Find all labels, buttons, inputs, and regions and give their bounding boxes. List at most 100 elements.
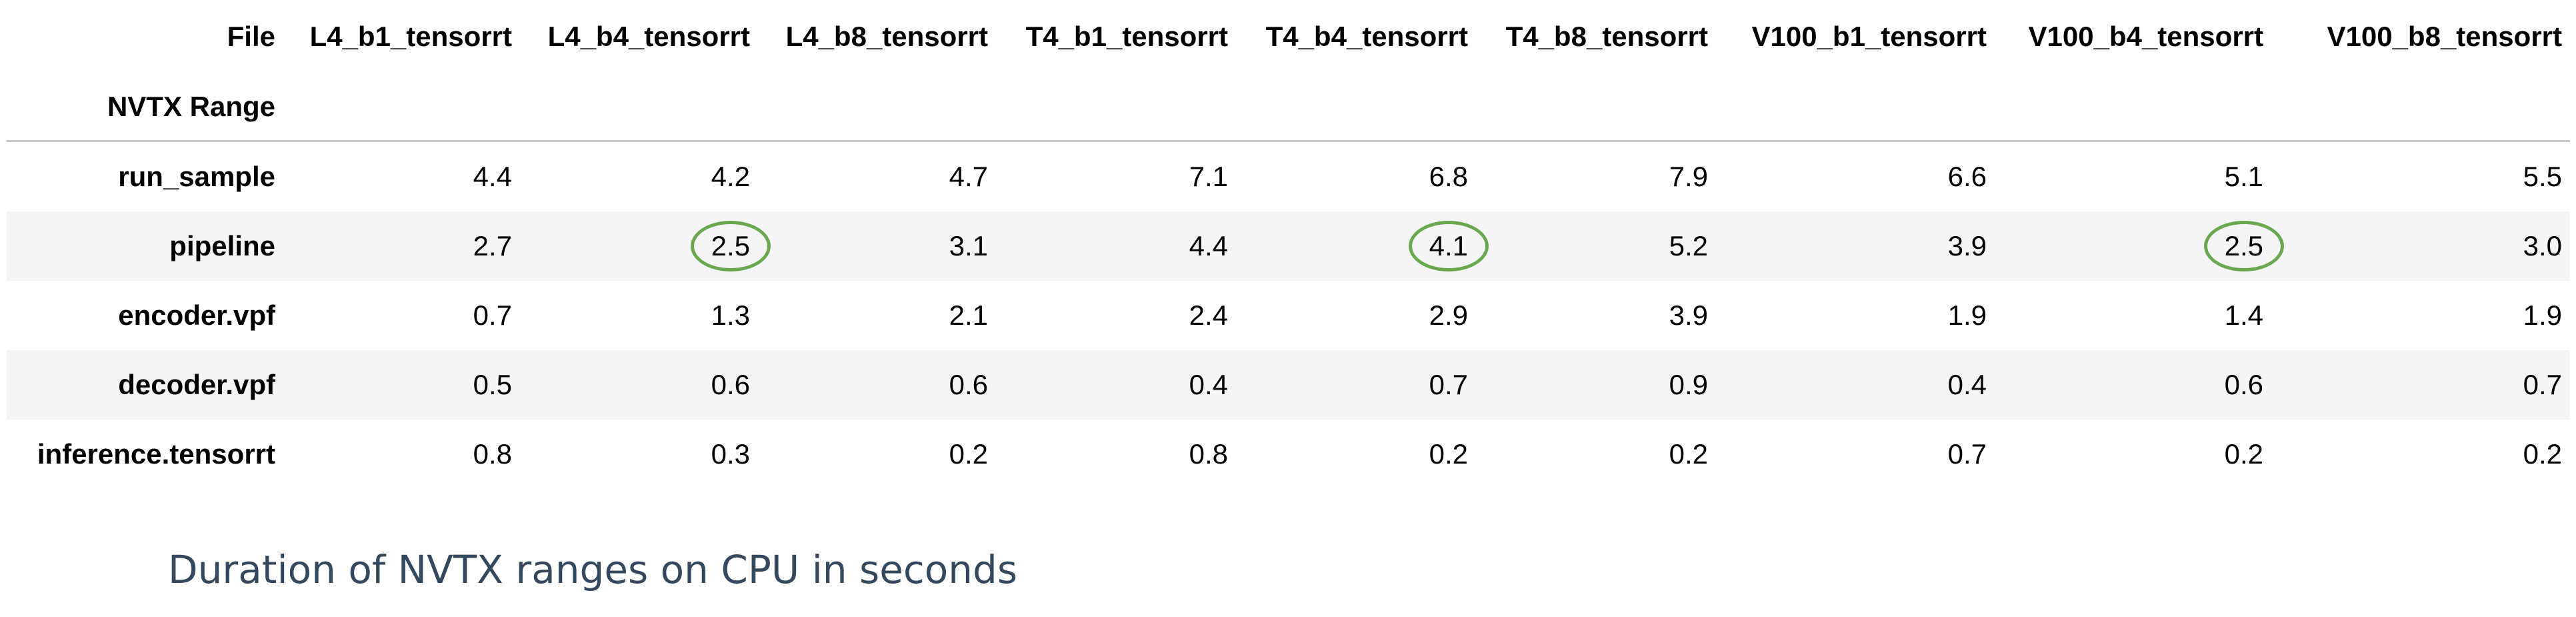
table-cell: 4.4: [283, 141, 520, 212]
table-cell: 5.5: [2271, 141, 2570, 212]
table-cell: 4.4: [996, 211, 1236, 281]
column-header-t4-b8-tensorrt: T4_b8_tensorrt: [1505, 21, 1708, 52]
table-cell: 0.2: [1476, 420, 1716, 489]
table-cell: 0.5: [283, 350, 520, 420]
cell-value: 4.7: [949, 161, 988, 192]
cell-value: 2.1: [949, 299, 988, 331]
cell-value: 1.3: [711, 299, 750, 331]
table-cell: 3.1: [758, 211, 996, 281]
table-cell: 2.7: [283, 211, 520, 281]
column-header-l4-b1-tensorrt: L4_b1_tensorrt: [309, 21, 512, 52]
cell-value: 2.7: [473, 230, 512, 261]
column-header-t4-b1-tensorrt: T4_b1_tensorrt: [1025, 21, 1228, 52]
cell-value: 0.4: [1189, 369, 1228, 400]
table-cell: 2.4: [996, 281, 1236, 350]
cell-value: 2.5: [690, 221, 771, 271]
cell-value: 0.2: [2224, 438, 2263, 470]
cell-value: 0.6: [711, 369, 750, 400]
cell-value: 0.8: [1189, 438, 1228, 470]
cell-value: 5.2: [1669, 230, 1708, 261]
table-cell: 0.8: [283, 420, 520, 489]
cell-value: 7.9: [1669, 161, 1708, 192]
table-cell: 0.6: [520, 350, 758, 420]
cell-value: 0.8: [473, 438, 512, 470]
table-cell: 0.2: [1236, 420, 1476, 489]
table-cell: 0.2: [2271, 420, 2570, 489]
table-head: File L4_b1_tensorrt L4_b4_tensorrt L4_b8_t…: [7, 0, 2570, 142]
table-row: pipeline 2.7 2.5 3.1 4.4 4.1 5.2 3.9 2.5 3.0: [7, 211, 2570, 281]
table-body: run_sample 4.4 4.2 4.7 7.1 6.8 7.9 6.6 5.1 5.5 pip…: [7, 141, 2570, 490]
table-cell: 1.9: [1716, 281, 1995, 350]
cell-value: 6.8: [1429, 161, 1468, 192]
cell-value: 3.0: [2523, 230, 2562, 261]
column-header-v100-b8-tensorrt: V100_b8_tensorrt: [2327, 21, 2562, 52]
cell-value: 0.2: [1669, 438, 1708, 470]
table-cell: 3.9: [1476, 281, 1716, 350]
table-cell: 0.7: [283, 281, 520, 350]
row-label: run_sample: [118, 161, 275, 192]
cell-value: 6.6: [1947, 161, 1987, 192]
table-cell: 0.8: [996, 420, 1236, 489]
table-cell: 6.6: [1716, 141, 1995, 212]
cell-value: 0.9: [1669, 369, 1708, 400]
index-name-row: NVTX Range: [7, 73, 2570, 142]
cell-value: 0.7: [473, 299, 512, 331]
table-cell: 6.8: [1236, 141, 1476, 212]
table-row: run_sample 4.4 4.2 4.7 7.1 6.8 7.9 6.6 5.1 5.5: [7, 141, 2570, 212]
cell-value: 0.6: [949, 369, 988, 400]
table-cell: 5.1: [1995, 141, 2271, 212]
row-label: inference.tensorrt: [37, 438, 275, 470]
cell-value: 0.6: [2224, 369, 2263, 400]
table-cell: 7.9: [1476, 141, 1716, 212]
index-row-spacer: [996, 73, 1236, 142]
cell-value: 7.1: [1189, 161, 1228, 192]
table-cell: 0.6: [758, 350, 996, 420]
table-cell: 0.2: [1995, 420, 2271, 489]
cell-value: 4.1: [1408, 221, 1489, 271]
table-cell: 2.9: [1236, 281, 1476, 350]
row-label: decoder.vpf: [118, 369, 275, 400]
cell-value: 3.9: [1669, 299, 1708, 331]
index-row-spacer: [1716, 73, 1995, 142]
table-cell: 2.5: [1995, 211, 2284, 281]
column-header-t4-b4-tensorrt: T4_b4_tensorrt: [1265, 21, 1468, 52]
table-cell: 0.2: [758, 420, 996, 489]
cell-value: 5.1: [2224, 161, 2263, 192]
table-cell: 4.1: [1236, 211, 1489, 281]
column-header-v100-b4-tensorrt: V100_b4_tensorrt: [2028, 21, 2263, 52]
cell-value: 4.2: [711, 161, 750, 192]
table-cell: 0.9: [1476, 350, 1716, 420]
cell-value: 3.1: [949, 230, 988, 261]
table-cell: 2.1: [758, 281, 996, 350]
table-row: inference.tensorrt 0.8 0.3 0.2 0.8 0.2 0.2 0.7 0…: [7, 420, 2570, 489]
cell-value: 0.2: [2523, 438, 2562, 470]
index-row-spacer: [283, 73, 520, 142]
table-cell: 3.9: [1716, 211, 1995, 281]
cell-value: 0.2: [1429, 438, 1468, 470]
cell-value: 0.4: [1947, 369, 1987, 400]
table-cell: 0.6: [1995, 350, 2271, 420]
index-row-spacer: [1995, 73, 2271, 142]
table-row: decoder.vpf 0.5 0.6 0.6 0.4 0.7 0.9 0.4 0.6 0.7: [7, 350, 2570, 420]
cell-value: 1.4: [2224, 299, 2263, 331]
cell-value: 0.5: [473, 369, 512, 400]
table-cell: 1.9: [2271, 281, 2570, 350]
column-header-l4-b8-tensorrt: L4_b8_tensorrt: [785, 21, 988, 52]
cell-value: 1.9: [2523, 299, 2562, 331]
cell-value: 0.2: [949, 438, 988, 470]
table-cell: 1.4: [1995, 281, 2271, 350]
table-cell: 0.7: [2271, 350, 2570, 420]
cell-value: 2.5: [2203, 221, 2284, 271]
index-row-spacer: [2271, 73, 2570, 142]
index-row-spacer: [758, 73, 996, 142]
cell-value: 2.4: [1189, 299, 1228, 331]
nvtx-duration-table: File L4_b1_tensorrt L4_b4_tensorrt L4_b8_t…: [7, 0, 2570, 489]
column-header-v100-b1-tensorrt: V100_b1_tensorrt: [1751, 21, 1987, 52]
data-table-container: File L4_b1_tensorrt L4_b4_tensorrt L4_b8_t…: [7, 0, 2570, 489]
table-cell: 1.3: [520, 281, 758, 350]
table-cell: 2.5: [520, 211, 771, 281]
cell-value: 1.9: [1947, 299, 1987, 331]
cell-value: 3.9: [1947, 230, 1987, 261]
table-cell: 0.7: [1716, 420, 1995, 489]
table-cell: 7.1: [996, 141, 1236, 212]
